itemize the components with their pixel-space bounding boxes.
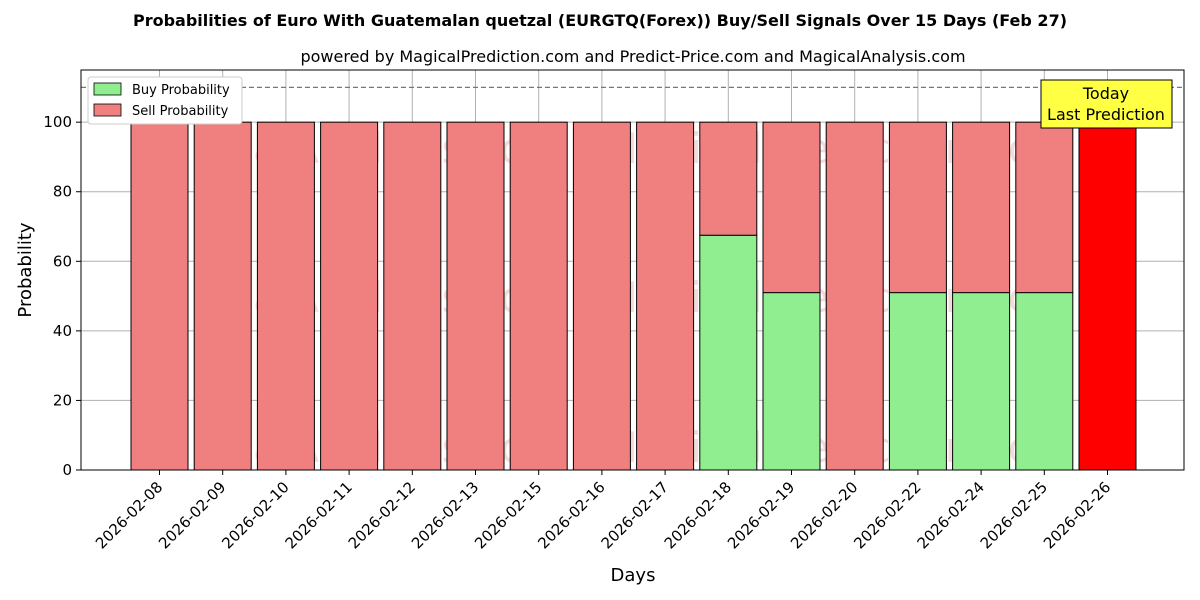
sell-bar [888,121,947,294]
sell-bar [509,121,568,471]
buy-bar [762,292,821,471]
x-axis-label: Days [611,565,656,586]
x-tick-label: 2026-02-22 [850,478,924,552]
bars-layer [130,121,1137,471]
y-tick-label: 100 [43,113,72,131]
x-tick-label: 2026-02-18 [661,478,735,552]
x-tick-label: 2026-02-25 [977,478,1051,552]
annotation-last-prediction-text: Last Prediction [1047,105,1165,124]
legend-buy-label: Buy Probability [132,83,230,98]
sell-bar [1015,121,1074,294]
legend-buy-swatch [93,82,122,96]
annotation-box [1040,79,1173,129]
legend-sell-swatch [93,103,122,117]
buy-bar [699,234,758,471]
x-tick-label: 2026-02-24 [914,478,988,552]
x-tick-label: 2026-02-11 [282,478,356,552]
x-tick-label: 2026-02-13 [408,478,482,552]
sell-bar [952,121,1011,294]
sell-bar [130,121,189,471]
x-axis: 2026-02-082026-02-092026-02-102026-02-11… [92,470,1114,552]
sell-bar [383,121,442,471]
y-axis: 0 20 40 60 80 100 [43,113,81,479]
chart-title: Probabilities of Euro With Guatemalan qu… [133,11,1067,30]
x-tick-label: 2026-02-10 [218,478,292,552]
legend-sell-label: Sell Probability [132,104,229,119]
buy-bar [952,292,1011,471]
sell-bar [572,121,631,471]
x-tick-label: 2026-02-08 [92,478,166,552]
sell-bar [636,121,695,471]
sell-bar [446,121,505,471]
sell-bar [320,121,379,471]
x-tick-label: 2026-02-12 [345,478,419,552]
x-tick-label: 2026-02-09 [155,478,229,552]
sell-bar [825,121,884,471]
plot-area [80,69,1185,471]
x-tick-label: 2026-02-16 [534,478,608,552]
sell-bar-today [1078,121,1137,471]
buy-bar [1015,292,1074,471]
y-tick-label: 20 [53,391,72,409]
buy-bar [888,292,947,471]
annotation-today-text: Today [1082,84,1129,103]
y-tick-label: 40 [53,322,72,340]
y-axis-label: Probability [15,222,36,317]
x-tick-label: 2026-02-17 [598,478,672,552]
legend: Buy Probability Sell Probability [87,76,243,125]
today-annotation: Today Last Prediction [1040,79,1173,129]
y-tick-label: 60 [53,252,72,270]
x-tick-label: 2026-02-19 [724,478,798,552]
sell-bar [762,121,821,294]
sell-bar [193,121,252,471]
legend-frame [87,76,243,125]
x-tick-label: 2026-02-26 [1040,478,1114,552]
sell-bar [699,121,758,236]
y-tick-label: 80 [53,183,72,201]
chart-subtitle: powered by MagicalPrediction.com and Pre… [300,47,965,66]
x-tick-label: 2026-02-20 [787,478,861,552]
sell-bar [256,121,315,471]
x-tick-label: 2026-02-15 [471,478,545,552]
y-tick-label: 0 [62,461,72,479]
